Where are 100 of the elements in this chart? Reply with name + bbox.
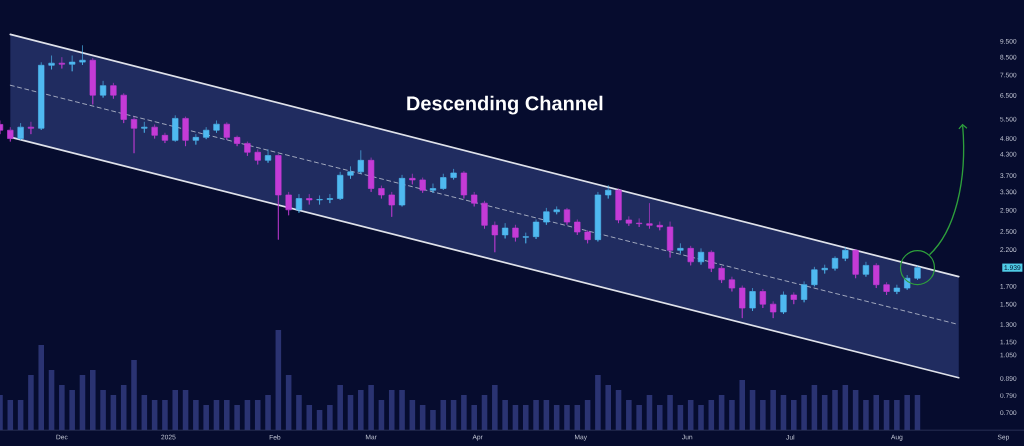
- bar: [38, 345, 45, 430]
- candlestick: [419, 177, 426, 194]
- candlestick: [883, 281, 890, 296]
- candlestick: [275, 153, 282, 240]
- candlestick: [89, 57, 96, 105]
- candlestick: [656, 221, 663, 231]
- candlestick: [800, 281, 808, 303]
- candlestick: [295, 193, 303, 214]
- bar: [894, 400, 900, 430]
- candlestick: [203, 126, 210, 140]
- candlestick: [244, 141, 251, 157]
- candlestick: [38, 61, 45, 131]
- bar: [162, 400, 168, 430]
- bar: [636, 405, 642, 430]
- candlestick: [17, 122, 24, 141]
- candlestick: [697, 248, 705, 266]
- candlestick: [605, 184, 612, 199]
- candlestick: [79, 44, 86, 66]
- bar: [203, 405, 209, 430]
- candlestick: [182, 116, 189, 147]
- candlestick: [213, 120, 220, 134]
- bar: [461, 395, 467, 430]
- bar: [492, 385, 498, 430]
- candlestick: [429, 183, 437, 194]
- candlestick: [584, 229, 591, 244]
- bar: [100, 390, 106, 430]
- candlestick: [357, 149, 364, 175]
- bar: [254, 400, 261, 430]
- candlestick: [440, 173, 447, 191]
- bar: [265, 395, 271, 430]
- candlestick: [770, 301, 777, 319]
- candlestick: [522, 232, 529, 244]
- bar: [234, 405, 240, 430]
- bar: [69, 390, 75, 430]
- bar: [667, 395, 673, 430]
- bar: [502, 400, 508, 430]
- candlestick: [728, 276, 736, 292]
- candlestick: [172, 115, 179, 142]
- bar: [904, 395, 910, 430]
- candlestick: [615, 188, 622, 224]
- candlestick: [151, 124, 158, 139]
- candlestick: [223, 121, 230, 141]
- candlestick: [69, 55, 76, 72]
- bar: [760, 400, 766, 430]
- candlestick: [893, 284, 900, 295]
- candlestick: [450, 168, 457, 180]
- candlestick: [718, 265, 725, 284]
- bar: [626, 400, 632, 430]
- candlestick: [233, 135, 241, 147]
- bar: [770, 390, 776, 430]
- candlestick: [110, 82, 117, 100]
- bar: [358, 390, 364, 430]
- bar: [368, 385, 374, 430]
- candlestick: [512, 224, 519, 242]
- candlestick: [285, 191, 292, 216]
- candlestick: [646, 202, 653, 229]
- candlestick: [337, 171, 344, 201]
- candlestick: [811, 266, 818, 287]
- bar: [296, 395, 302, 430]
- bar: [791, 400, 797, 430]
- bar: [59, 385, 65, 430]
- bar: [399, 390, 405, 430]
- candlestick: [161, 132, 169, 144]
- bar: [801, 395, 807, 430]
- candlestick: [502, 222, 509, 239]
- candlestick: [687, 245, 694, 266]
- candlestick: [739, 285, 746, 319]
- candlestick: [759, 288, 766, 309]
- candlestick: [192, 133, 199, 145]
- bar: [172, 390, 179, 430]
- candlestick: [532, 219, 540, 240]
- bar: [605, 385, 612, 430]
- candlestick: [749, 287, 756, 312]
- candlestick: [306, 193, 313, 205]
- candlestick: [481, 200, 488, 229]
- candlestick: [27, 121, 35, 135]
- candlestick: [326, 193, 334, 204]
- candlestick: [264, 148, 272, 164]
- candlestick: [563, 207, 571, 226]
- candlestick: [852, 248, 859, 279]
- candlestick: [636, 218, 643, 228]
- candlestick: [553, 206, 560, 215]
- candlestick: [677, 242, 684, 254]
- candlestick: [666, 221, 674, 258]
- candlestick: [316, 195, 323, 205]
- candlestick: [120, 92, 127, 124]
- bar: [729, 400, 735, 430]
- candlestick: [398, 174, 406, 207]
- bar: [193, 400, 199, 430]
- bar: [388, 390, 395, 430]
- bar: [739, 380, 746, 430]
- bar: [873, 395, 880, 430]
- bar: [863, 400, 869, 430]
- bar: [522, 405, 529, 430]
- bar: [471, 405, 477, 430]
- bar: [306, 405, 313, 430]
- bar: [224, 400, 230, 430]
- candlestick: [141, 121, 148, 134]
- candlestick: [347, 165, 354, 180]
- candlestick: [378, 185, 385, 199]
